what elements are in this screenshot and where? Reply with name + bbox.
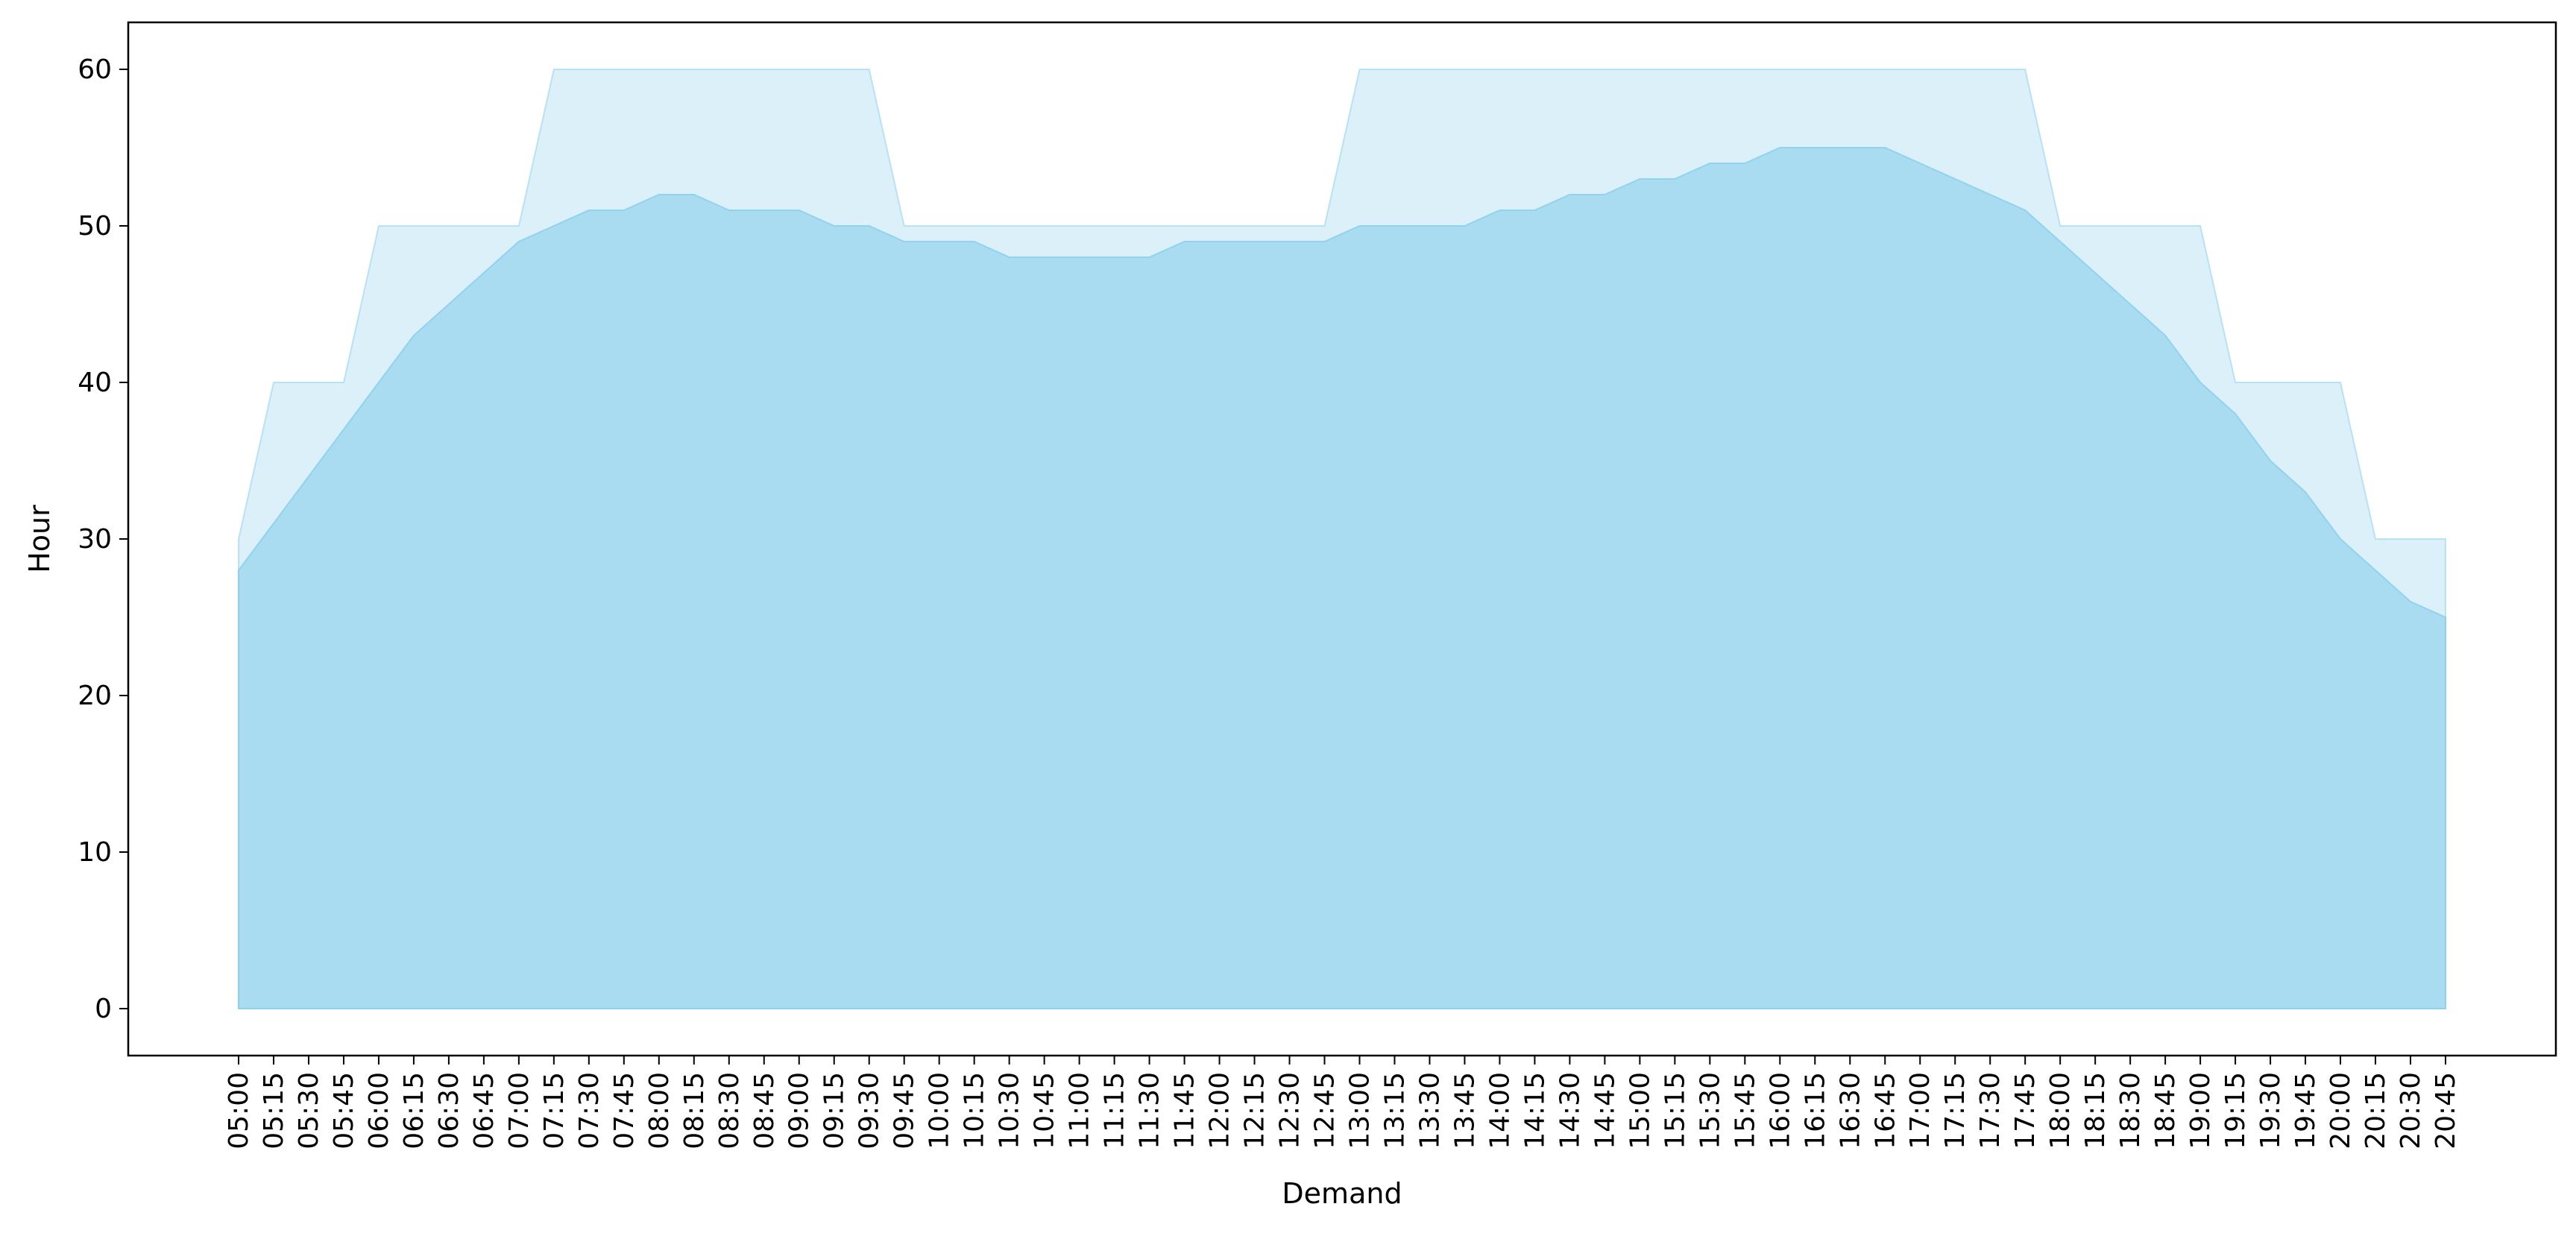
x-tick-label: 19:30 xyxy=(2255,1072,2286,1150)
x-tick-label: 18:15 xyxy=(2080,1072,2111,1150)
x-tick-label: 06:00 xyxy=(364,1072,394,1150)
area-series-2 xyxy=(238,147,2446,1009)
x-tick-label: 15:15 xyxy=(1660,1072,1690,1150)
x-tick-label: 10:15 xyxy=(960,1072,990,1150)
x-tick-label: 20:15 xyxy=(2361,1072,2391,1150)
x-tick-label: 14:15 xyxy=(1520,1072,1550,1150)
y-tick-label: 60 xyxy=(78,54,112,85)
x-tick-label: 08:30 xyxy=(714,1072,745,1150)
x-tick-label: 11:30 xyxy=(1135,1072,1165,1150)
x-tick-label: 05:15 xyxy=(259,1072,289,1150)
x-tick-label: 13:45 xyxy=(1449,1072,1480,1150)
x-tick-label: 17:45 xyxy=(2010,1072,2041,1150)
x-tick-label: 10:45 xyxy=(1030,1072,1060,1150)
x-tick-label: 20:30 xyxy=(2396,1072,2426,1150)
x-tick-label: 11:45 xyxy=(1170,1072,1200,1150)
x-tick-label: 14:30 xyxy=(1555,1072,1585,1150)
x-tick-label: 17:15 xyxy=(1940,1072,1971,1150)
x-tick-label: 14:00 xyxy=(1484,1072,1515,1150)
x-axis-label: Demand xyxy=(1282,1177,1402,1210)
x-tick-label: 11:00 xyxy=(1065,1072,1095,1150)
x-tick-label: 18:00 xyxy=(2045,1072,2076,1150)
x-tick-label: 08:45 xyxy=(749,1072,780,1150)
y-tick-label: 0 xyxy=(95,994,112,1024)
x-tick-label: 08:15 xyxy=(679,1072,710,1150)
y-axis-label: Hour xyxy=(23,505,56,573)
x-tick-label: 13:00 xyxy=(1344,1072,1375,1150)
x-tick-label: 17:00 xyxy=(1905,1072,1936,1150)
x-tick-label: 09:45 xyxy=(889,1072,920,1150)
x-tick-label: 10:30 xyxy=(995,1072,1025,1150)
x-tick-label: 07:30 xyxy=(574,1072,605,1150)
x-tick-label: 12:00 xyxy=(1205,1072,1235,1150)
x-tick-label: 06:30 xyxy=(434,1072,465,1150)
x-tick-label: 19:00 xyxy=(2185,1072,2216,1150)
x-tick-label: 16:00 xyxy=(1765,1072,1795,1150)
x-tick-label: 20:45 xyxy=(2431,1072,2461,1150)
x-tick-label: 06:45 xyxy=(469,1072,500,1150)
x-tick-label: 16:30 xyxy=(1835,1072,1865,1150)
x-tick-label: 13:15 xyxy=(1379,1072,1410,1150)
x-tick-label: 09:30 xyxy=(854,1072,885,1150)
x-tick-label: 07:15 xyxy=(539,1072,570,1150)
plot-area xyxy=(238,69,2446,1009)
y-tick-label: 10 xyxy=(78,837,112,868)
y-tick-label: 40 xyxy=(78,368,112,398)
x-tick-label: 06:15 xyxy=(399,1072,429,1150)
x-tick-label: 12:30 xyxy=(1275,1072,1306,1150)
y-tick-label: 50 xyxy=(78,211,112,242)
y-tick-label: 20 xyxy=(78,681,112,711)
x-tick-label: 19:45 xyxy=(2290,1072,2321,1150)
x-tick-label: 10:00 xyxy=(925,1072,955,1150)
y-tick-label: 30 xyxy=(78,524,112,555)
x-axis: 05:00 05:15 05:30 05:45 06:00 06:15 06:30 06:45… xyxy=(224,1056,2461,1150)
x-tick-label: 17:30 xyxy=(1975,1072,2006,1150)
x-tick-label: 12:15 xyxy=(1240,1072,1270,1150)
x-tick-label: 07:00 xyxy=(504,1072,535,1150)
x-tick-label: 05:45 xyxy=(329,1072,359,1150)
x-tick-label: 16:15 xyxy=(1800,1072,1830,1150)
x-tick-label: 18:45 xyxy=(2150,1072,2181,1150)
x-tick-label: 07:45 xyxy=(609,1072,640,1150)
x-tick-label: 05:30 xyxy=(294,1072,324,1150)
x-tick-label: 09:00 xyxy=(784,1072,815,1150)
x-tick-label: 20:00 xyxy=(2325,1072,2356,1150)
x-tick-label: 05:00 xyxy=(224,1072,254,1150)
x-tick-label: 13:30 xyxy=(1414,1072,1445,1150)
x-tick-label: 11:15 xyxy=(1100,1072,1130,1150)
x-tick-label: 19:15 xyxy=(2220,1072,2251,1150)
x-tick-label: 12:45 xyxy=(1310,1072,1341,1150)
x-tick-label: 08:00 xyxy=(644,1072,675,1150)
x-tick-label: 15:30 xyxy=(1695,1072,1725,1150)
x-tick-label: 18:30 xyxy=(2115,1072,2146,1150)
x-tick-label: 15:45 xyxy=(1730,1072,1760,1150)
x-tick-label: 09:15 xyxy=(819,1072,850,1150)
x-tick-label: 16:45 xyxy=(1870,1072,1900,1150)
y-axis: 0 10 20 30 40 50 60 xyxy=(78,54,128,1024)
x-tick-label: 14:45 xyxy=(1590,1072,1620,1150)
x-tick-label: 15:00 xyxy=(1625,1072,1655,1150)
